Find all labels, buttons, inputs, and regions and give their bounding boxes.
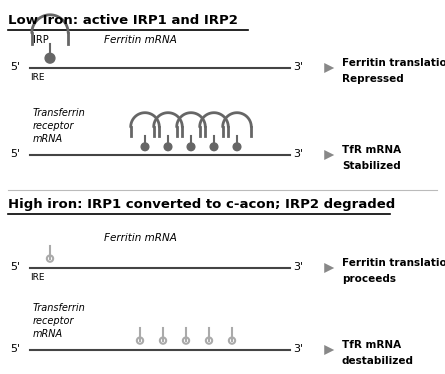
Text: High iron: IRP1 converted to c-acon; IRP2 degraded: High iron: IRP1 converted to c-acon; IRP…	[8, 198, 395, 211]
Text: TfR mRNA: TfR mRNA	[342, 145, 401, 155]
Text: 5': 5'	[10, 262, 20, 272]
Circle shape	[233, 143, 241, 151]
Text: receptor: receptor	[33, 316, 74, 326]
Text: Repressed: Repressed	[342, 74, 404, 84]
Text: mRNA: mRNA	[33, 329, 63, 339]
Text: IRE: IRE	[30, 73, 44, 82]
Text: 3': 3'	[293, 344, 303, 354]
Text: Ferritin mRNA: Ferritin mRNA	[104, 233, 176, 243]
Text: 3': 3'	[293, 149, 303, 159]
Circle shape	[210, 143, 218, 151]
Text: Transferrin: Transferrin	[33, 108, 86, 118]
Text: 5': 5'	[10, 344, 20, 354]
Text: 3': 3'	[293, 62, 303, 72]
Text: mRNA: mRNA	[33, 134, 63, 144]
Text: Transferrin: Transferrin	[33, 303, 86, 313]
Circle shape	[164, 143, 172, 151]
Text: 5': 5'	[10, 62, 20, 72]
Text: IRP: IRP	[33, 35, 49, 45]
Text: proceeds: proceeds	[342, 274, 396, 284]
Text: 3': 3'	[293, 262, 303, 272]
Circle shape	[187, 143, 195, 151]
Text: receptor: receptor	[33, 121, 74, 131]
Text: 5': 5'	[10, 149, 20, 159]
Text: IRE: IRE	[30, 273, 44, 282]
Text: Ferritin translation: Ferritin translation	[342, 258, 445, 268]
Circle shape	[45, 53, 55, 63]
Text: Ferritin mRNA: Ferritin mRNA	[104, 35, 176, 45]
Circle shape	[141, 143, 149, 151]
Text: TfR mRNA: TfR mRNA	[342, 340, 401, 350]
Text: Ferritin translation: Ferritin translation	[342, 58, 445, 68]
Text: destabilized: destabilized	[342, 356, 414, 366]
Text: Low Iron: active IRP1 and IRP2: Low Iron: active IRP1 and IRP2	[8, 14, 238, 27]
Text: Stabilized: Stabilized	[342, 161, 401, 171]
